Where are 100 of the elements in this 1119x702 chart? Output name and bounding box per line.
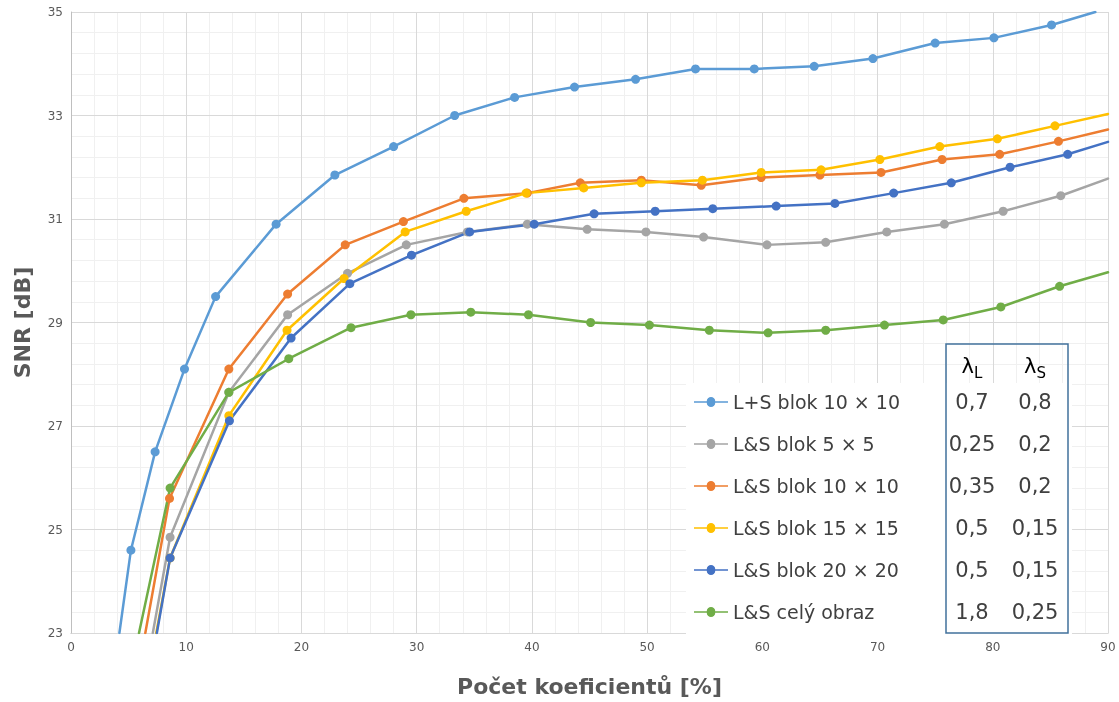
point [650,206,660,216]
point [284,354,294,364]
point [406,310,416,320]
annotation: 0,7 [955,390,989,414]
point [763,328,773,338]
y-axis-title: SNR [dB] [9,266,35,379]
point [697,175,707,185]
point [165,483,175,493]
annotation: 0,25 [1011,600,1059,624]
point [771,201,781,211]
point [1047,20,1057,30]
point [809,61,819,71]
y-tick-label: 35 [47,5,63,19]
annotation: 0,2 [1018,432,1052,456]
x-tick-label: 20 [293,640,310,654]
point [510,92,520,102]
point [1055,281,1065,291]
point [937,154,947,164]
line-series [118,10,1097,635]
point [401,240,411,250]
point [271,219,281,229]
point [450,111,460,120]
point [224,364,234,374]
annotation: 0,25 [948,432,996,456]
point [876,167,886,177]
point [582,224,592,234]
point [224,416,234,426]
point [126,545,136,555]
point [946,178,956,188]
point [398,217,408,227]
point [889,188,899,198]
point [699,232,709,242]
point [868,54,878,64]
point [283,310,293,320]
point [523,310,533,320]
point [631,74,641,84]
point [406,250,416,260]
legend-label: L+S blok 10 × 10 [733,391,900,413]
x-tick-label: 80 [985,640,1001,654]
point [938,315,948,325]
annotation: 0,35 [948,474,996,498]
point [708,204,718,214]
point [830,198,840,208]
point [570,82,580,92]
annotation: 0,5 [955,558,989,582]
y-tick-label: 31 [47,212,63,226]
point [691,64,700,74]
point [882,227,892,237]
point [816,165,826,175]
point [466,307,476,317]
y-tick-label: 33 [47,108,63,123]
point [400,227,410,237]
point [749,64,759,74]
point [762,240,772,250]
x-tick-label: 50 [639,640,655,654]
x-tick-label: 40 [524,640,540,654]
annotation: 0,5 [955,516,989,540]
x-tick-label: 10 [178,640,194,654]
annotation: 1,8 [955,600,989,624]
point [930,38,940,48]
legend-label: L&S blok 15 × 15 [733,517,899,539]
y-tick-label: 23 [47,626,63,640]
x-tick-label: 0 [67,640,75,654]
x-tick-label: 30 [409,640,425,654]
annotation: 0,8 [1018,390,1052,414]
point [579,183,589,193]
point [996,302,1006,312]
point [330,170,340,180]
point [641,227,651,237]
x-tick-label: 70 [869,640,886,654]
y-tick-label: 25 [47,522,63,537]
x-tick-label: 60 [754,640,770,654]
point [998,206,1008,216]
point [286,333,296,343]
point [992,134,1002,144]
point [346,323,356,333]
point [756,167,766,177]
point [1056,191,1066,201]
point [1005,162,1015,172]
point [935,142,945,152]
point [282,325,292,335]
legend-label: L&S blok 10 × 10 [733,475,899,497]
point [704,325,714,335]
point [995,149,1005,159]
point [989,33,999,43]
point [586,318,596,327]
annotation: 0,15 [1011,516,1059,540]
point [389,142,399,152]
y-tick-label: 29 [47,315,63,330]
point [165,493,175,503]
point [459,193,469,203]
x-tick-label: 90 [1100,640,1116,654]
point [939,219,949,229]
point [821,237,831,247]
point [879,320,889,330]
point [529,219,539,229]
y-tick-label: 27 [47,419,63,433]
point [211,292,221,302]
x-axis-title: Počet koeficientů [%] [457,673,722,699]
point [875,154,885,164]
